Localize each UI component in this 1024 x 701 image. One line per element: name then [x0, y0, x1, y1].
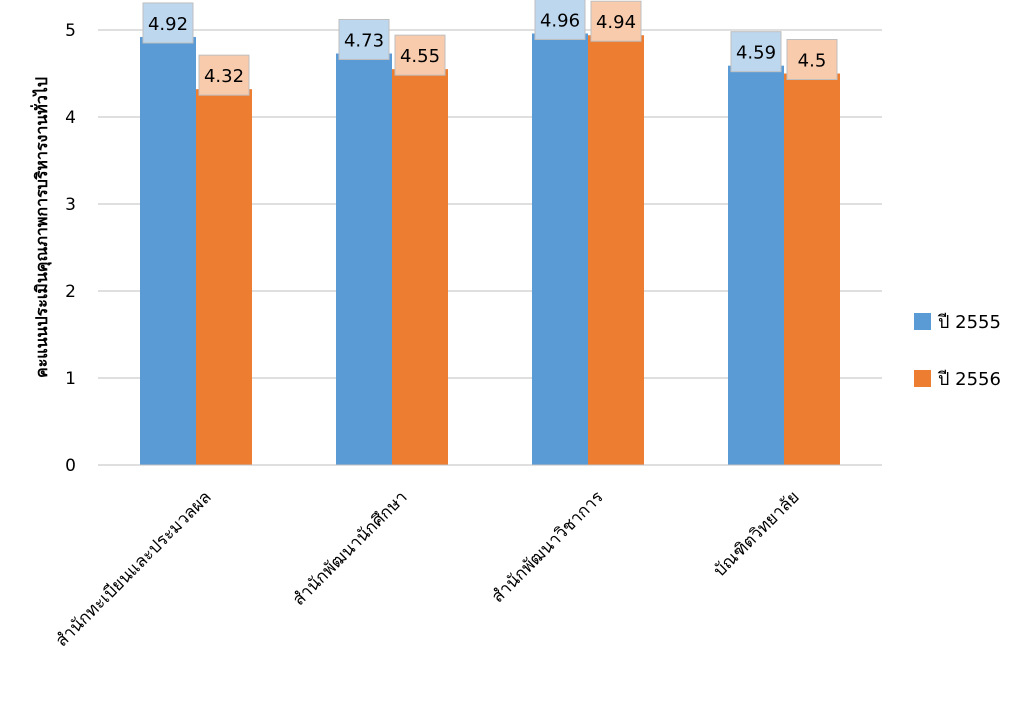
y-tick-label: 1	[65, 369, 76, 389]
data-label-box	[142, 2, 194, 44]
data-label: 4.92	[148, 14, 188, 35]
legend-label: ปี 2555	[938, 312, 1001, 333]
data-label-box	[590, 0, 642, 42]
bar-series2	[588, 35, 644, 465]
data-label-box	[338, 18, 390, 60]
legend-label: ปี 2556	[938, 369, 1001, 390]
data-label: 4.32	[204, 66, 244, 87]
y-tick-label: 2	[65, 282, 76, 302]
x-axis-category-labels: สำนักทะเบียนและประมวลผล สำนักพัฒนานักศึกษ…	[52, 487, 804, 651]
legend[interactable]: ปี 2555 ปี 2556	[914, 312, 1001, 390]
bar-series2	[784, 73, 840, 465]
x-category-label: สำนักพัฒนาวิชาการ	[488, 487, 608, 607]
legend-swatch	[914, 370, 931, 387]
y-tick-label: 0	[65, 456, 76, 476]
bar-series2	[196, 89, 252, 465]
data-label-box	[534, 0, 586, 40]
bar-series1	[140, 36, 196, 466]
data-label-box	[394, 34, 446, 76]
data-label-box	[198, 54, 250, 96]
data-label: 4.73	[344, 30, 384, 51]
x-category-label: สำนักพัฒนานักศึกษา	[289, 487, 412, 610]
bar-series1	[336, 53, 392, 466]
data-label: 4.5	[798, 51, 827, 72]
y-axis-title: คะแนนประเมินคุณภาพการบริหารงานทั่วไป	[30, 77, 52, 378]
y-tick-label: 4	[65, 108, 76, 128]
data-label: 4.55	[400, 46, 440, 67]
data-label-box	[786, 39, 838, 80]
bars	[140, 33, 840, 466]
y-tick-label: 5	[65, 21, 76, 41]
data-label-box	[730, 31, 782, 73]
data-labels: 4.92 4.32 4.73 4.55 4.96 4.94 4.59 4.5	[142, 0, 838, 96]
x-category-label: สำนักทะเบียนและประมวลผล	[52, 487, 216, 651]
data-label: 4.59	[736, 43, 776, 64]
bar-series1	[728, 65, 784, 466]
bar-series2	[392, 69, 448, 466]
legend-swatch	[914, 313, 931, 330]
x-category-label: บัณฑิตวิทยาลัย	[710, 487, 804, 581]
y-axis-ticks: 0 1 2 3 4 5	[65, 21, 76, 476]
bar-series1	[532, 33, 588, 465]
data-label: 4.96	[540, 10, 580, 31]
data-label: 4.94	[596, 12, 636, 33]
y-tick-label: 3	[65, 195, 76, 215]
